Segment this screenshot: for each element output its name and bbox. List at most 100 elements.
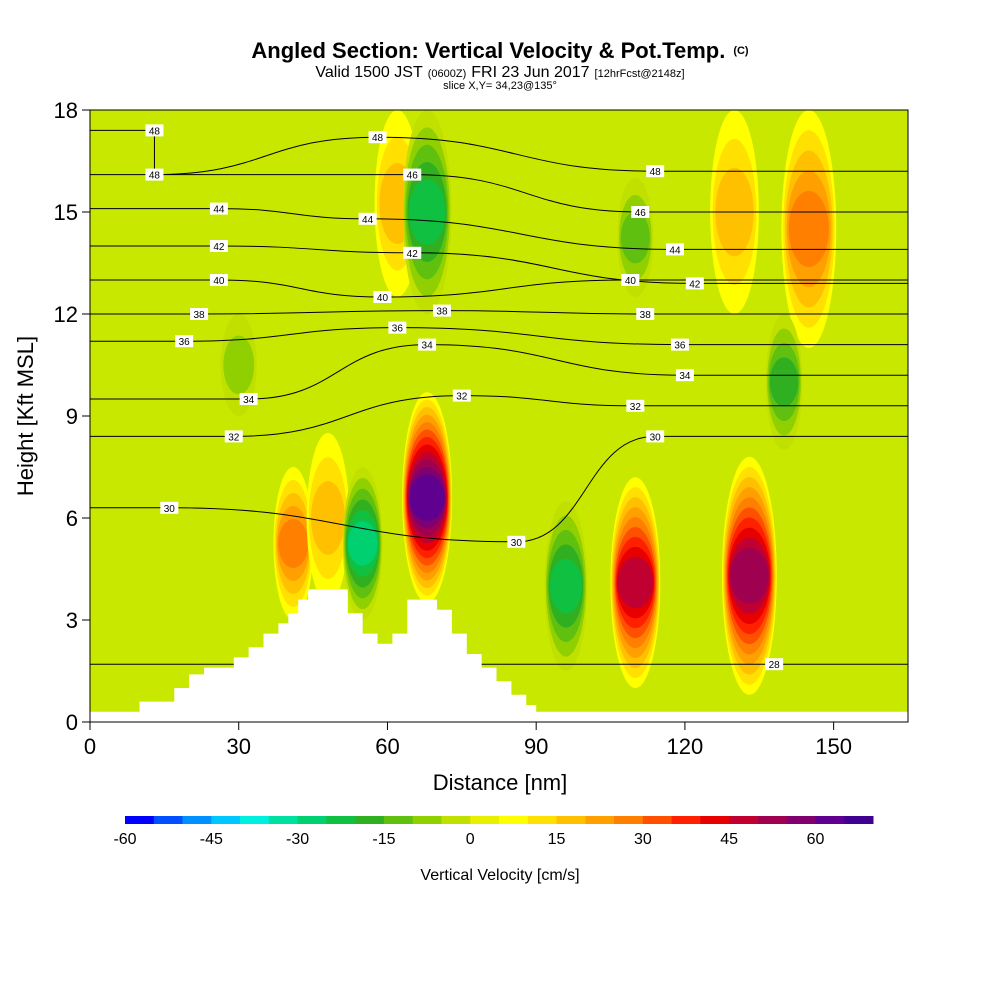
theta-contour-label: 40 [209, 274, 228, 287]
colorbar-tick-label: -60 [113, 831, 136, 848]
theta-contour-label: 38 [432, 304, 451, 318]
colorbar-swatch [412, 816, 442, 824]
theta-label-box [765, 658, 784, 671]
vertical-velocity-field [220, 110, 837, 695]
theta-contour-label: 36 [388, 321, 407, 335]
theta-label-box [452, 389, 471, 402]
theta-contour-label: 44 [665, 243, 684, 256]
theta-label-box [224, 430, 243, 443]
theta-label-text: 48 [149, 126, 161, 137]
theta-label-text: 38 [640, 310, 652, 321]
theta-contour-line [90, 344, 908, 400]
colorbar-swatch [585, 816, 615, 824]
x-axis: 0 30 60 90 120 150 [84, 722, 852, 759]
y-axis: 0 3 6 9 12 15 18 [54, 98, 90, 735]
velocity-band [769, 357, 799, 407]
theta-label-box [239, 393, 258, 405]
theta-label-box [358, 212, 377, 225]
theta-contour-line [90, 208, 908, 250]
theta-label-box [209, 202, 228, 215]
theta-contour-label: 48 [145, 168, 164, 182]
colorbar-swatch [240, 816, 270, 824]
slice-label: slice X,Y= 34,23@135° [443, 80, 557, 92]
theta-label-text: 46 [407, 171, 419, 182]
x-tick-label: 150 [815, 734, 852, 759]
colorbar-tick-label: 60 [807, 831, 825, 848]
theta-contour-label: 34 [239, 393, 258, 406]
colorbar-label: Vertical Velocity [cm/s] [420, 867, 579, 884]
colorbar-swatch [671, 816, 701, 824]
colorbar-tick-label: -45 [200, 831, 223, 848]
theta-label-text: 48 [372, 133, 384, 144]
y-tick-label: 0 [66, 710, 78, 735]
theta-contour-label: 32 [626, 399, 645, 413]
x-tick-label: 0 [84, 734, 96, 759]
colorbar-tick-label: 30 [634, 831, 652, 848]
theta-label-text: 38 [436, 307, 448, 318]
colorbar-swatch [815, 816, 845, 824]
colorbar-swatch [786, 816, 816, 824]
updraft-cell [306, 433, 350, 603]
theta-contour-label: 40 [621, 274, 640, 287]
x-axis-label: Distance [nm] [433, 770, 568, 795]
theta-label-box [665, 243, 684, 256]
theta-label-text: 40 [377, 293, 389, 304]
colorbar-tick-label: -30 [286, 831, 309, 848]
theta-label-box [145, 124, 164, 137]
theta-label-text: 34 [679, 371, 691, 382]
updraft-cell [781, 110, 837, 348]
theta-contour-line [90, 310, 908, 315]
colorbar-swatch [383, 816, 414, 824]
theta-label-text: 42 [407, 249, 419, 260]
terrain [90, 589, 908, 722]
theta-label-box [432, 304, 451, 317]
theta-label-box [373, 291, 392, 303]
theta-label-box [145, 168, 164, 181]
theta-label-box [670, 338, 689, 351]
theta-contour-label: 46 [403, 168, 422, 182]
theta-label-text: 30 [164, 504, 176, 515]
colorbar-swatch [326, 816, 356, 824]
theta-label-text: 42 [689, 279, 701, 290]
y-tick-label: 15 [54, 200, 78, 225]
y-axis-label: Height [Kft MSL] [13, 336, 38, 496]
theta-label-text: 34 [243, 395, 255, 406]
theta-label-text: 46 [635, 208, 647, 219]
theta-label-text: 38 [194, 310, 206, 321]
colorbar-swatch [153, 816, 184, 824]
theta-label-text: 44 [213, 205, 225, 216]
theta-label-text: 30 [650, 432, 662, 443]
velocity-band [730, 547, 769, 604]
colorbar-swatch [729, 816, 759, 824]
theta-contour-label: 48 [368, 131, 387, 144]
updraft-cell [402, 392, 453, 603]
colorbar-tick-label: -15 [372, 831, 395, 848]
chart-title: Angled Section: Vertical Velocity & Pot.… [251, 38, 749, 63]
theta-label-text: 44 [362, 215, 374, 226]
colorbar-swatch [556, 816, 586, 824]
colorbar-swatch [470, 816, 500, 824]
y-tick-label: 18 [54, 98, 78, 123]
theta-label-box [209, 274, 228, 286]
downdraft-cell [342, 467, 383, 620]
theta-contour-label: 42 [685, 277, 704, 290]
theta-label-text: 32 [456, 392, 468, 403]
y-tick-label: 3 [66, 608, 78, 633]
theta-label-text: 32 [228, 432, 240, 443]
theta-contour-label: 40 [373, 291, 392, 304]
colorbar-swatch [700, 816, 730, 824]
theta-label-text: 48 [149, 171, 161, 182]
theta-label-box [621, 274, 640, 286]
theta-label-box [403, 168, 422, 181]
theta-contour-label: 30 [646, 430, 665, 443]
x-tick-label: 120 [667, 734, 704, 759]
chart-subtitle: Valid 1500 JST (0600Z) FRI 23 Jun 2017 [12h… [315, 64, 684, 81]
theta-contour-label: 36 [175, 335, 194, 348]
colorbar-swatch [297, 816, 327, 824]
theta-contour-label: 42 [403, 246, 422, 260]
velocity-band [310, 481, 345, 555]
velocity-band [408, 179, 446, 245]
downdraft-cell [765, 314, 803, 450]
theta-contour-label: 28 [765, 658, 784, 671]
colorbar-tick-label: 15 [548, 831, 566, 848]
